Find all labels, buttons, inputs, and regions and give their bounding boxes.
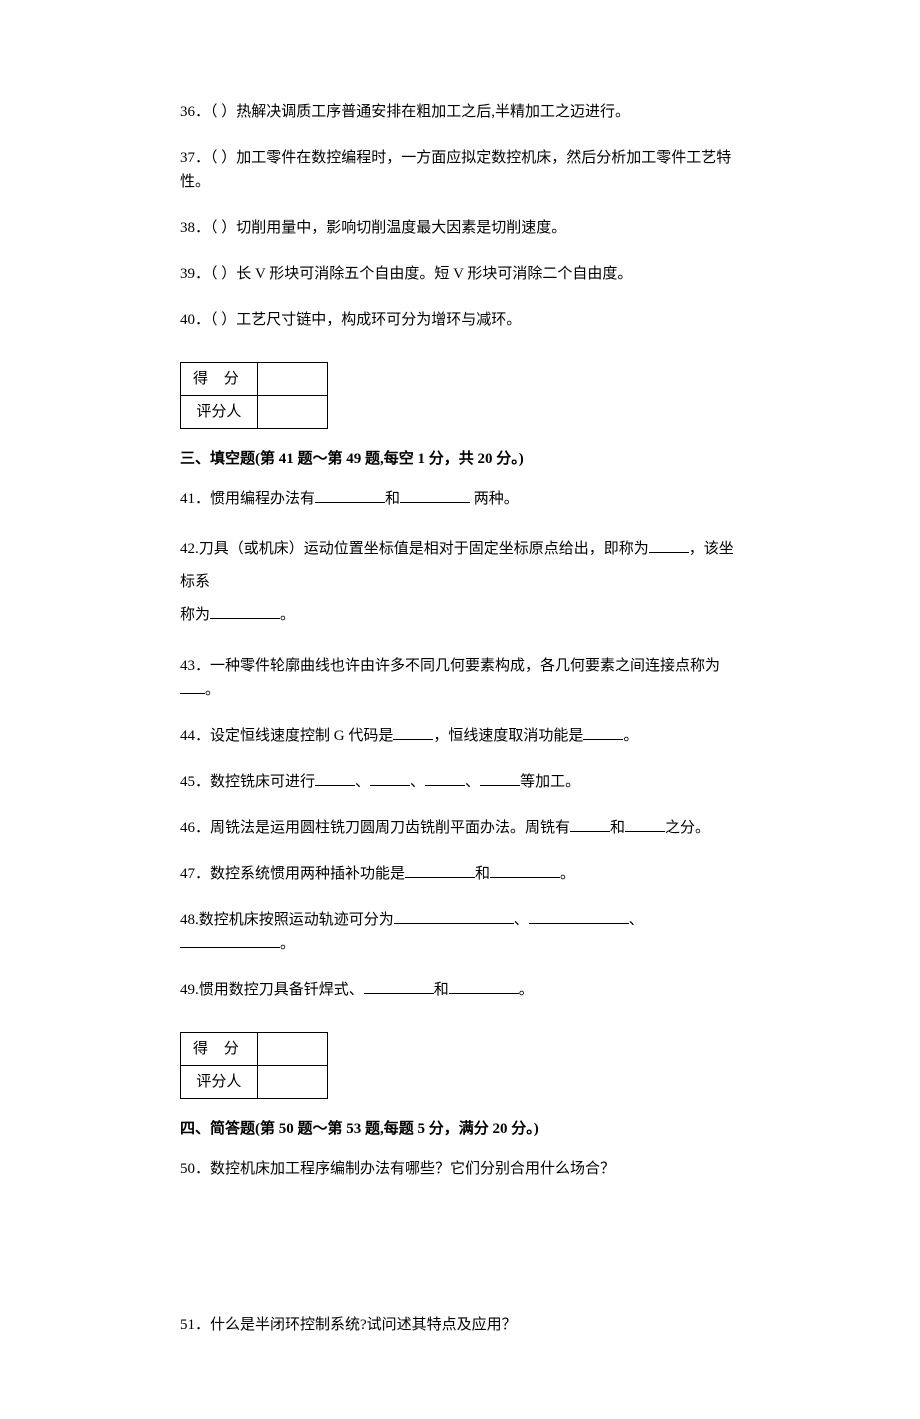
section4-title: 四、简答题(第 50 题～第 53 题,每题 5 分，满分 20 分。)	[180, 1117, 740, 1141]
question-41: 41．惯用编程办法有 和 两种。	[180, 487, 740, 511]
blank	[625, 817, 665, 832]
score-value	[257, 363, 327, 396]
question-44: 44．设定恒线速度控制 G 代码是 ，恒线速度取消功能是 。	[180, 724, 740, 748]
reviewer-label: 评分人	[181, 396, 258, 429]
score-label: 得 分	[181, 363, 258, 396]
blank	[649, 538, 689, 553]
q43-text1: 43．一种零件轮廓曲线也许由许多不同几何要素构成，各几何要素之间连接点称为	[180, 658, 720, 674]
blank	[480, 771, 520, 786]
blank	[315, 488, 385, 503]
reviewer-value	[257, 396, 327, 429]
q43-text2: 。	[205, 682, 220, 698]
blank	[425, 771, 465, 786]
blank	[394, 909, 514, 924]
question-49: 49.惯用数控刀具备钎焊式、 和 。	[180, 978, 740, 1002]
blank	[570, 817, 610, 832]
question-36: 36．（ ）热解决调质工序普通安排在粗加工之后,半精加工之迈进行。	[180, 100, 740, 124]
blank	[364, 979, 434, 994]
q41-text3: 两种。	[474, 491, 519, 507]
blank	[393, 725, 433, 740]
blank	[490, 863, 560, 878]
score-label: 得 分	[181, 1033, 258, 1066]
blank	[180, 933, 280, 948]
q48-text4: 。	[280, 936, 295, 952]
q48-text3: 、	[629, 912, 644, 928]
q46-text3: 之分。	[665, 820, 710, 836]
score-table-section4: 得 分 评分人	[180, 1032, 328, 1099]
question-51: 51．什么是半闭环控制系统?试问述其特点及应用？	[180, 1313, 740, 1337]
q45-text1: 45．数控铣床可进行	[180, 774, 315, 790]
blank	[210, 604, 280, 619]
q47-text3: 。	[560, 866, 575, 882]
q41-text1: 41．惯用编程办法有	[180, 491, 315, 507]
q48-text1: 48.数控机床按照运动轨迹可分为	[180, 912, 394, 928]
question-39: 39．（ ）长 V 形块可消除五个自由度。短 V 形块可消除二个自由度。	[180, 262, 740, 286]
score-table-section3: 得 分 评分人	[180, 362, 328, 429]
q44-text3: 。	[623, 728, 638, 744]
blank	[529, 909, 629, 924]
q44-text2: ，恒线速度取消功能是	[433, 728, 583, 744]
question-38: 38．（ ）切削用量中，影响切削温度最大因素是切削速度。	[180, 216, 740, 240]
reviewer-value	[257, 1066, 327, 1099]
q46-text1: 46．周铣法是运用圆柱铣刀圆周刀齿铣削平面办法。周铣有	[180, 820, 570, 836]
answer-space-50	[180, 1203, 740, 1313]
q46-text2: 和	[610, 820, 625, 836]
blank	[583, 725, 623, 740]
question-42: 42.刀具（或机床）运动位置坐标值是相对于固定坐标原点给出，即称为，该坐标系 称…	[180, 533, 740, 632]
q42-text4: 。	[280, 607, 295, 623]
q49-text2: 和	[434, 982, 449, 998]
q47-text1: 47．数控系统惯用两种插补功能是	[180, 866, 405, 882]
q49-text1: 49.惯用数控刀具备钎焊式、	[180, 982, 364, 998]
blank	[400, 488, 470, 503]
question-45: 45．数控铣床可进行 、 、 、 等加工。	[180, 770, 740, 794]
question-50: 50．数控机床加工程序编制办法有哪些？它们分别合用什么场合？	[180, 1157, 740, 1181]
q49-text3: 。	[519, 982, 534, 998]
question-48: 48.数控机床按照运动轨迹可分为 、 、。	[180, 908, 740, 956]
q41-text2: 和	[385, 491, 400, 507]
section3-title: 三、填空题(第 41 题～第 49 题,每空 1 分，共 20 分。)	[180, 447, 740, 471]
q44-text1: 44．设定恒线速度控制 G 代码是	[180, 728, 393, 744]
blank	[370, 771, 410, 786]
reviewer-label: 评分人	[181, 1066, 258, 1099]
question-43: 43．一种零件轮廓曲线也许由许多不同几何要素构成，各几何要素之间连接点称为。	[180, 654, 740, 702]
question-40: 40．（ ）工艺尺寸链中，构成环可分为增环与减环。	[180, 308, 740, 332]
score-value	[257, 1033, 327, 1066]
q47-text2: 和	[475, 866, 490, 882]
q45-text4: 、	[465, 774, 480, 790]
question-46: 46．周铣法是运用圆柱铣刀圆周刀齿铣削平面办法。周铣有 和 之分。	[180, 816, 740, 840]
blank	[315, 771, 355, 786]
blank	[405, 863, 475, 878]
q42-text3: 称为	[180, 607, 210, 623]
question-47: 47．数控系统惯用两种插补功能是 和 。	[180, 862, 740, 886]
q42-text1: 42.刀具（或机床）运动位置坐标值是相对于固定坐标原点给出，即称为	[180, 541, 649, 557]
blank	[180, 679, 205, 694]
question-37: 37．（ ）加工零件在数控编程时，一方面应拟定数控机床，然后分析加工零件工艺特性…	[180, 146, 740, 194]
q45-text5: 等加工。	[520, 774, 580, 790]
q48-text2: 、	[514, 912, 529, 928]
q45-text3: 、	[410, 774, 425, 790]
q45-text2: 、	[355, 774, 370, 790]
blank	[449, 979, 519, 994]
